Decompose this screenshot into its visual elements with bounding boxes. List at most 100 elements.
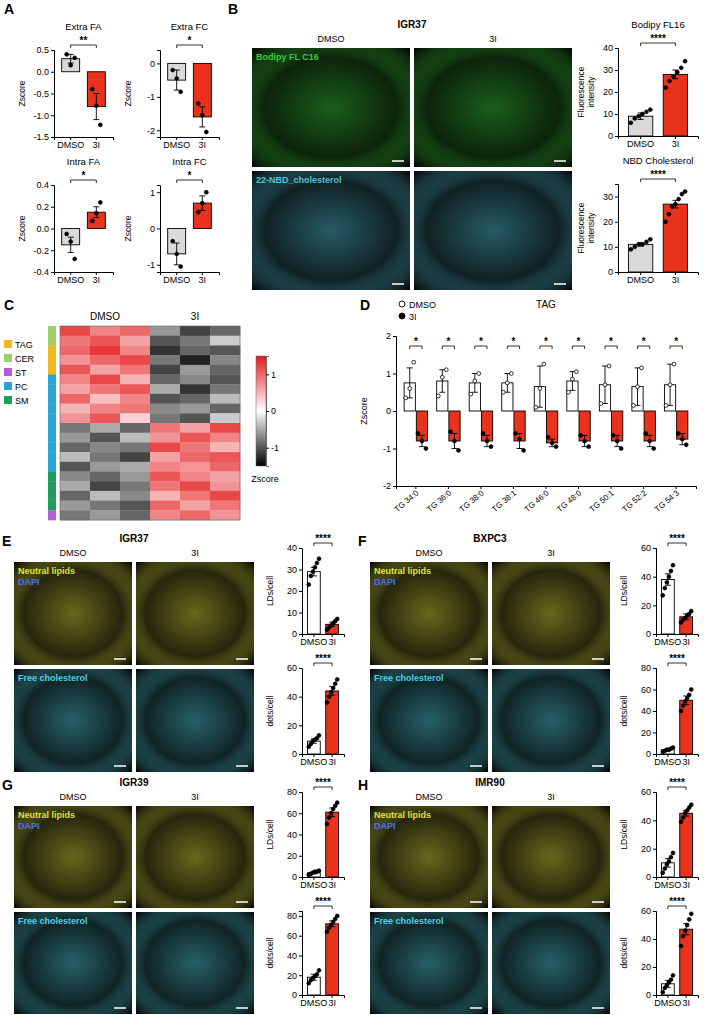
tick-mark	[448, 486, 449, 489]
error-bar	[569, 372, 575, 391]
legend-label: TAG	[15, 340, 33, 350]
column-label: DMSO	[416, 548, 443, 558]
scale-bar	[470, 658, 482, 660]
heatmap-cell	[120, 375, 150, 385]
axis-title: Zscore	[123, 80, 133, 106]
tick: -2	[147, 126, 160, 136]
tick-mark	[615, 272, 618, 273]
heatmap-cell	[210, 404, 240, 414]
heatmap-cell	[210, 481, 240, 491]
plot: 010203040DMSO3I****	[287, 533, 345, 647]
axis: DMSO3I	[300, 877, 344, 890]
tick-label: 20	[287, 586, 297, 596]
plot: -0.4-0.20.00.20.4DMSO3I*	[33, 170, 113, 285]
tick: 20	[287, 721, 302, 731]
axis-title: Zscore	[17, 215, 27, 241]
micrograph-bg	[492, 806, 610, 908]
axis: DMSO3I	[654, 634, 698, 647]
tick-label: 3I	[93, 140, 101, 150]
heatmap-cell	[90, 423, 120, 433]
significance-label: *	[609, 336, 613, 347]
plot-marks	[628, 190, 687, 272]
tspan: LDs/cell	[265, 576, 275, 606]
tick: 10	[603, 242, 618, 252]
tick-label: 20	[287, 971, 297, 981]
data-point	[664, 403, 668, 407]
tick: -1	[266, 443, 279, 453]
data-point	[633, 117, 637, 121]
tick: DMSO	[300, 754, 327, 767]
tick: 30	[603, 65, 618, 75]
bar-chart: 010203040DMSO3I**** LDs/cell	[265, 533, 345, 647]
tick-label: TG 38:0	[458, 488, 486, 514]
column-label: 3I	[489, 34, 497, 44]
bar	[62, 229, 80, 245]
data-point	[196, 210, 200, 214]
bar	[661, 863, 674, 877]
scale-bar	[592, 658, 604, 660]
data-point	[440, 375, 444, 379]
tspan: Zscore	[17, 215, 27, 241]
error-bar	[679, 434, 685, 445]
heatmap-cell	[180, 326, 210, 336]
legend-marker	[4, 354, 12, 362]
tick-mark	[653, 634, 656, 635]
axis-line	[653, 793, 657, 878]
data-point	[663, 867, 667, 871]
tick: DMSO	[654, 634, 681, 647]
tick-label: DMSO	[654, 637, 681, 647]
tick-label: 0	[646, 749, 651, 759]
error-bar	[683, 924, 689, 935]
data-point	[640, 366, 644, 370]
tick: 1	[150, 188, 160, 198]
micrograph-grid: IGR37DMSO3IBodipy FL C1622-NBD_cholester…	[252, 19, 572, 290]
data-point	[453, 439, 457, 443]
tspan: dots/cell	[265, 937, 275, 968]
micrograph-bg	[14, 806, 132, 908]
data-point	[648, 108, 652, 112]
tick-mark	[615, 197, 618, 198]
scale-bar	[236, 658, 248, 660]
axis-line	[157, 186, 161, 273]
micrograph-bg	[252, 48, 410, 167]
tick: 3I	[682, 754, 690, 767]
tick: 20	[641, 962, 656, 972]
micrograph-bg	[136, 806, 254, 908]
axis-line	[397, 487, 697, 490]
column-label: DMSO	[416, 792, 443, 802]
micrograph-grid: IGR37DMSO3INeutral lipidsDAPIFree choles…	[14, 533, 254, 772]
tick: TG 52:2	[620, 486, 648, 514]
plot: 020406080DMSO3I****	[287, 896, 345, 1008]
micrograph-grid: BXPC3DMSO3INeutral lipidsDAPIFree choles…	[370, 533, 610, 772]
tick: DMSO	[627, 272, 654, 285]
tick-mark	[299, 856, 302, 857]
heatmap-cell	[90, 501, 120, 511]
axis: -2-10	[147, 51, 161, 138]
bar	[326, 691, 339, 754]
data-point	[73, 257, 77, 261]
heatmap-cell	[90, 355, 120, 365]
micrograph	[14, 562, 132, 665]
image-title: IGR39	[120, 777, 149, 788]
plot: -101DMSO3I*	[147, 170, 220, 285]
tick-mark	[676, 486, 677, 489]
tick: 3I	[672, 136, 680, 149]
error-bar	[665, 859, 671, 868]
tick-label: 0.5	[36, 45, 49, 55]
bar-chart: 0204060DMSO3I****dots/cell	[265, 653, 345, 767]
tick-mark	[393, 449, 396, 450]
tick-mark	[653, 792, 656, 793]
axis: DMSO3I	[654, 754, 698, 767]
tick-mark	[393, 411, 396, 412]
error-bar	[472, 374, 478, 393]
row-group	[48, 491, 56, 501]
heatmap-cell	[210, 365, 240, 375]
axis: -0.4-0.20.00.20.4	[33, 180, 54, 277]
tick-label: 0	[608, 267, 613, 277]
significance-label: ****	[315, 533, 331, 544]
tick: 20	[287, 586, 302, 596]
error-bar	[484, 435, 490, 446]
heatmap-cell	[60, 510, 90, 520]
bar	[680, 617, 693, 634]
tick: 0.0	[36, 224, 54, 234]
